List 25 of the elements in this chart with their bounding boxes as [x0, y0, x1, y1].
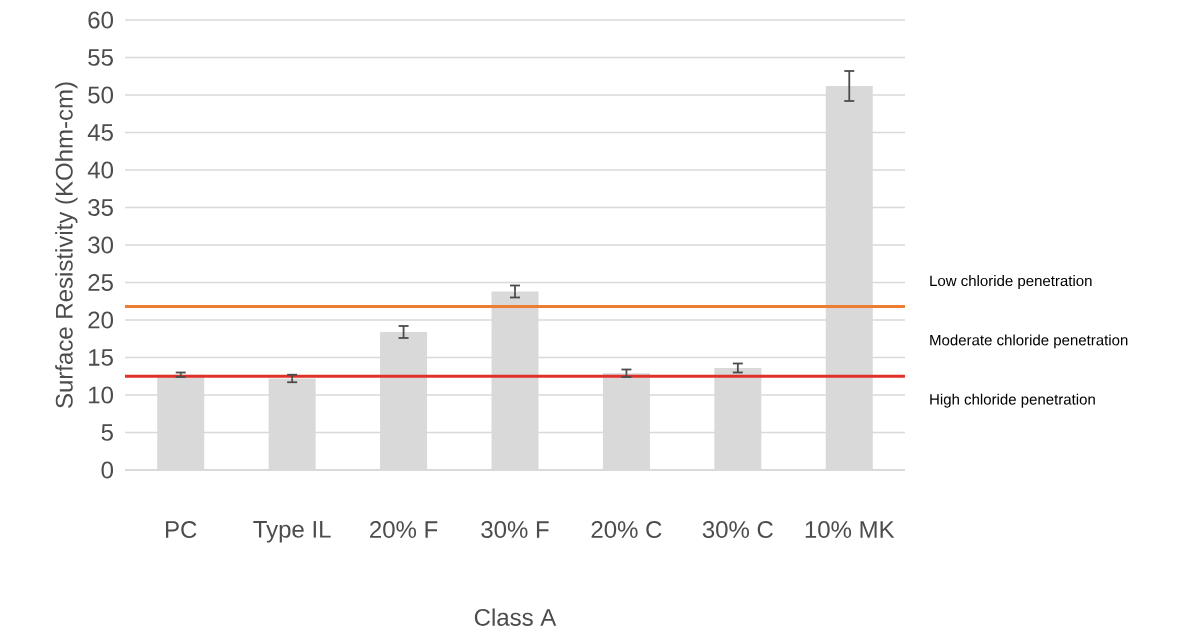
- text: High chloride penetration: [930, 393, 1095, 408]
- x-tick-label: 30% C: [702, 521, 773, 539]
- x-tick-label: 20% C: [591, 521, 662, 539]
- y-tick-label: 60: [88, 11, 114, 29]
- text: Moderate chloride penetration: [930, 334, 1128, 349]
- x-tick-label: 10% MK: [805, 521, 895, 539]
- y-tick-label: 30: [88, 236, 114, 254]
- y-tick-label: 10: [89, 386, 114, 404]
- y-tick-label: 25: [88, 274, 113, 291]
- y-tick-label: 40: [87, 161, 114, 179]
- y-tick-label: 45: [87, 124, 113, 141]
- y-axis-title: Surface Resistivity (KOhm-cm): [55, 82, 78, 408]
- y-tick-label: 5: [101, 424, 113, 441]
- y-tick-label: 20: [88, 311, 114, 329]
- y-tick-label: 55: [88, 49, 113, 66]
- x-tick-label: Type IL: [253, 521, 331, 543]
- y-tick-label: 50: [88, 86, 114, 104]
- y-tick-label: 15: [89, 349, 113, 366]
- text: Low chloride penetration: [930, 275, 1092, 290]
- y-tick-label: 35: [88, 199, 113, 216]
- x-tick-label: 20% F: [370, 521, 438, 539]
- x-tick-label: PC: [166, 521, 197, 539]
- y-tick-label: 0: [101, 461, 114, 479]
- x-tick-label: 30% F: [481, 521, 549, 539]
- x-axis-title: Class A: [474, 608, 557, 626]
